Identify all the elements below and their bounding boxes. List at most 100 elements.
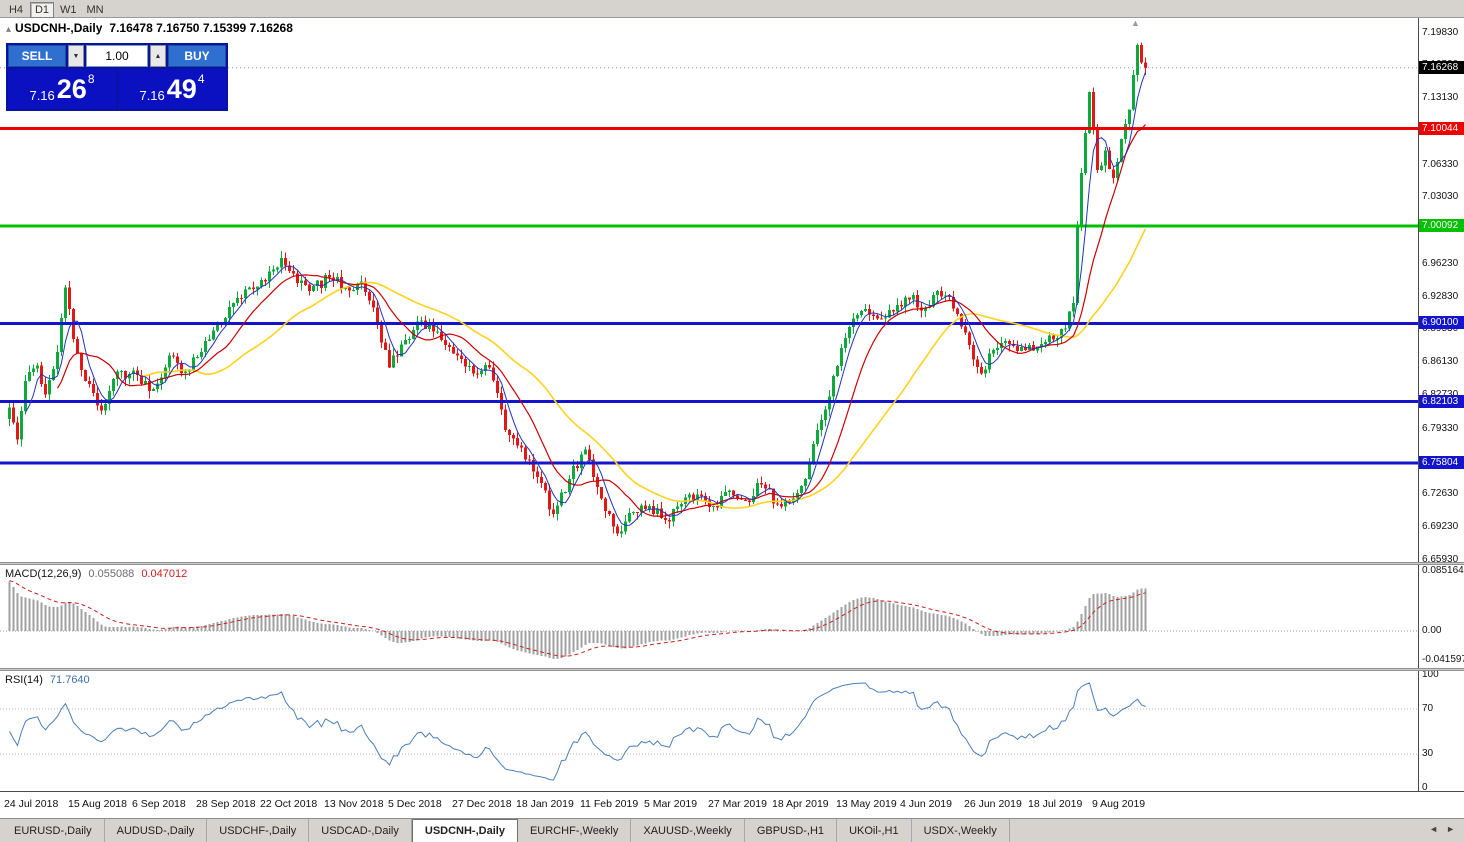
price-tick: 7.06330	[1422, 159, 1459, 170]
chart-ohlc-values: 7.16478 7.16750 7.15399 7.16268	[109, 21, 293, 35]
time-label: 28 Sep 2018	[196, 798, 256, 810]
chart-tab-usdcad-daily[interactable]: USDCAD-,Daily	[309, 819, 412, 842]
moving-average-13	[56, 124, 1146, 517]
moving-average-34	[141, 228, 1147, 509]
chart-symbol-label: USDCNH-,Daily	[15, 21, 103, 35]
time-label: 9 Aug 2019	[1092, 798, 1146, 810]
price-tick: 6.82730	[1422, 389, 1458, 401]
price-axis[interactable]: 7.198307.165307.131307.097307.063307.030…	[1418, 18, 1464, 793]
macd-axis-label: -0.041597	[1422, 654, 1464, 665]
price-badge-6.75804: 6.75804	[1419, 456, 1464, 469]
tab-scroll-arrows: ◄ ►	[1425, 824, 1459, 834]
time-label: 18 Jul 2019	[1028, 798, 1083, 810]
chart-shift-marker[interactable]: ▲	[1131, 18, 1140, 28]
chart-tab-audusd-daily[interactable]: AUDUSD-,Daily	[105, 819, 208, 842]
time-label: 22 Oct 2018	[260, 798, 318, 810]
chart-tab-usdchf-daily[interactable]: USDCHF-,Daily	[207, 819, 310, 842]
time-label: 26 Jun 2019	[964, 798, 1022, 810]
sell-price-pip: 8	[87, 72, 95, 86]
buy-price-big: 49	[166, 74, 197, 104]
price-badge-7.00092: 7.00092	[1419, 219, 1464, 232]
time-label: 18 Apr 2019	[772, 798, 829, 810]
timeframe-button-d1[interactable]: D1	[30, 2, 54, 18]
price-chart-canvas[interactable]	[0, 18, 1418, 562]
volume-decrease-button[interactable]: ▼	[68, 45, 84, 67]
sell-price-big: 26	[56, 74, 87, 104]
price-badge-6.82103: 6.82103	[1419, 395, 1464, 408]
time-label: 11 Feb 2019	[580, 798, 639, 810]
price-tick: 7.13130	[1422, 92, 1459, 103]
timeframe-button-h4[interactable]: H4	[8, 4, 24, 16]
time-axis[interactable]: 24 Jul 2018 15 Aug 2018 6 Sep 2018 28 Sep 2…	[0, 791, 1464, 818]
price-tick: 7.03030	[1422, 191, 1459, 202]
chart-tab-eurchf-weekly[interactable]: EURCHF-,Weekly	[518, 819, 632, 842]
time-label: 5 Dec 2018	[388, 798, 442, 810]
rsi-axis-label: 30	[1422, 748, 1434, 759]
macd-histogram	[8, 581, 1147, 659]
chart-tab-gbpusd-h1[interactable]: GBPUSD-,H1	[745, 819, 838, 842]
chart-tab-xauusd-weekly[interactable]: XAUUSD-,Weekly	[631, 819, 745, 842]
time-label: 24 Jul 2018	[4, 798, 59, 810]
macd-canvas[interactable]	[0, 565, 1418, 668]
timeframe-button-w1[interactable]: W1	[60, 4, 77, 16]
timeframe-buttons: H4 D1 W1 MN	[0, 0, 1464, 18]
chart-tab-usdcnh-daily[interactable]: USDCNH-,Daily	[411, 819, 518, 842]
price-tick: 6.65930	[1422, 554, 1459, 565]
macd-axis-label: 0.00	[1422, 625, 1442, 636]
sell-button[interactable]: SELL	[8, 45, 66, 67]
price-tick: 6.96230	[1422, 258, 1459, 269]
rsi-line	[9, 682, 1146, 781]
buy-button[interactable]: BUY	[168, 45, 226, 67]
time-label: 27 Mar 2019	[708, 798, 767, 810]
price-badge-6.90100: 6.90100	[1419, 316, 1464, 329]
one-click-trading-panel: SELL ▼ ▲ BUY 7.16 26 8 7.16 49 4	[6, 43, 228, 111]
chevron-up-icon: ▲	[154, 52, 162, 60]
macd-panel: MACD(12,26,9) 0.055088 0.047012	[0, 565, 1418, 668]
macd-axis-label: 0.085164	[1422, 565, 1464, 576]
buy-price-prefix: 7.16	[139, 88, 165, 103]
chart-tab-usdx-weekly[interactable]: USDX-,Weekly	[912, 819, 1010, 842]
moving-average-5	[25, 71, 1146, 526]
time-label: 6 Sep 2018	[132, 798, 186, 810]
timeframe-button-mn[interactable]: MN	[86, 4, 104, 16]
time-label: 13 May 2019	[836, 798, 897, 810]
tabs-scroll-right-button[interactable]: ►	[1446, 824, 1455, 834]
chart-icon: ▴	[6, 24, 12, 35]
time-label: 27 Dec 2018	[452, 798, 512, 810]
sell-price-display[interactable]: 7.16 26 8	[8, 69, 116, 109]
time-label: 13 Nov 2018	[324, 798, 384, 810]
price-tick: 6.92830	[1422, 291, 1459, 302]
main-chart-panel: ▴ USDCNH-,Daily 7.16478 7.16750 7.15399 7.…	[0, 18, 1418, 562]
rsi-panel: RSI(14) 71.7640	[0, 671, 1418, 791]
rsi-axis-label: 0	[1422, 782, 1428, 793]
macd-label: MACD(12,26,9) 0.055088 0.047012	[5, 568, 188, 580]
buy-price-display[interactable]: 7.16 49 4	[118, 69, 226, 109]
buy-price-pip: 4	[197, 72, 205, 86]
chart-tabs: EURUSD-,Daily AUDUSD-,Daily USDCHF-,Daily U…	[0, 819, 1464, 842]
time-label: 5 Mar 2019	[644, 798, 698, 810]
chart-window: ▴ USDCNH-,Daily 7.16478 7.16750 7.15399 7.…	[0, 18, 1464, 818]
chart-tab-ukoil-h1[interactable]: UKOil-,H1	[837, 819, 912, 842]
chart-title: ▴ USDCNH-,Daily 7.16478 7.16750 7.15399 7.…	[6, 21, 293, 35]
rsi-label: RSI(14) 71.7640	[5, 674, 90, 686]
chevron-down-icon: ▼	[72, 52, 80, 60]
price-tick: 6.86130	[1422, 356, 1459, 367]
price-badge-7.16268: 7.16268	[1419, 61, 1464, 74]
price-tick: 6.72630	[1422, 488, 1459, 499]
rsi-axis-label: 70	[1422, 703, 1434, 714]
panel-splitter[interactable]	[0, 668, 1464, 671]
panel-splitter[interactable]	[0, 562, 1464, 565]
volume-increase-button[interactable]: ▲	[150, 45, 166, 67]
rsi-canvas[interactable]	[0, 671, 1418, 791]
time-label: 4 Jun 2019	[900, 798, 952, 810]
macd-signal-line	[9, 580, 1146, 657]
chart-tab-bar: EURUSD-,Daily AUDUSD-,Daily USDCHF-,Daily U…	[0, 818, 1464, 842]
timeframe-toolbar: H4 D1 W1 MN	[0, 0, 1464, 18]
volume-input[interactable]	[86, 45, 148, 67]
price-badge-7.10044: 7.10044	[1419, 122, 1464, 135]
tabs-scroll-left-button[interactable]: ◄	[1429, 824, 1439, 834]
chart-tab-eurusd-daily[interactable]: EURUSD-,Daily	[2, 819, 105, 842]
time-label: 18 Jan 2019	[516, 798, 574, 810]
sell-price-prefix: 7.16	[29, 88, 55, 103]
